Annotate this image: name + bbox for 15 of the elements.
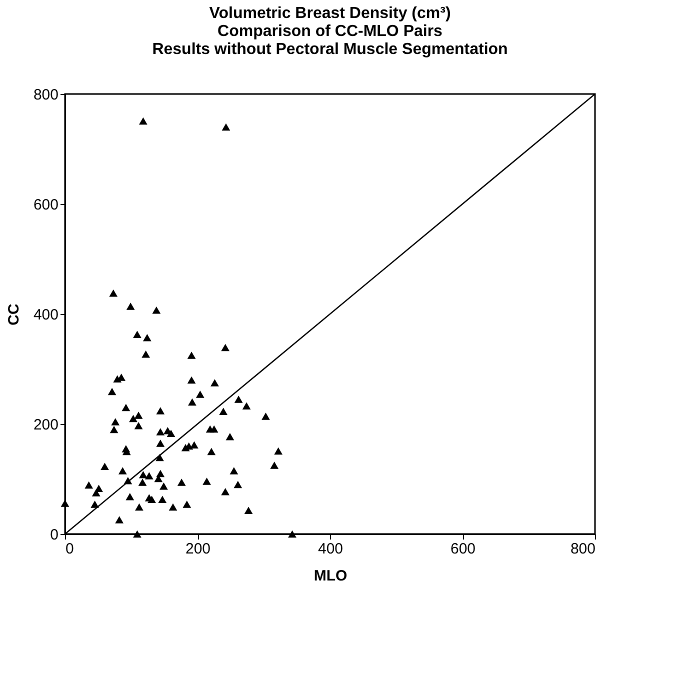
y-tick-label: 800 — [33, 86, 58, 104]
x-axis-title: MLO — [314, 568, 348, 584]
text: Results without Pectoral Muscle Segmentation — [152, 41, 508, 58]
x-tick-label: 800 — [570, 540, 596, 558]
y-axis-title: CC — [5, 304, 22, 326]
y-tick-label: 400 — [33, 306, 58, 324]
text: Comparison of CC-MLO Pairs — [218, 23, 442, 40]
y-tick-label: 600 — [33, 196, 58, 214]
text: Volumetric Breast Density (cm³) — [209, 5, 451, 22]
x-tick-label: 200 — [185, 540, 211, 558]
x-tick-label: 0 — [66, 540, 74, 558]
y-tick-label: 200 — [33, 416, 58, 434]
x-tick-label: 400 — [318, 540, 344, 558]
y-tick-label: 0 — [50, 526, 58, 544]
x-tick-label: 600 — [450, 540, 476, 558]
